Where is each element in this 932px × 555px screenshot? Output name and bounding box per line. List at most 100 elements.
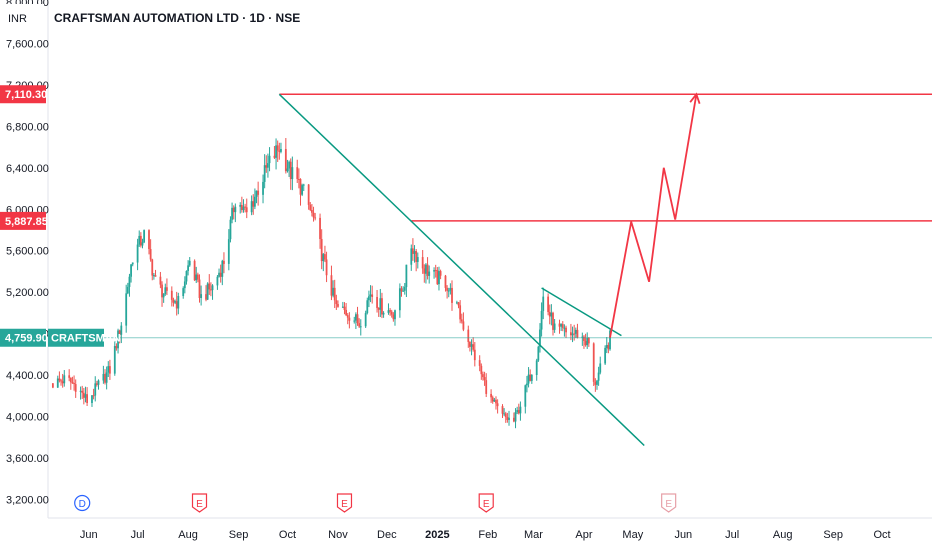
trendline[interactable] bbox=[541, 287, 622, 337]
x-tick-label: Jun bbox=[80, 529, 98, 541]
candle-body bbox=[451, 287, 453, 303]
candle-body bbox=[561, 324, 564, 328]
candle-body bbox=[188, 260, 191, 266]
candle-body bbox=[68, 375, 71, 378]
earnings-icon[interactable] bbox=[191, 493, 208, 513]
candle-body bbox=[322, 254, 325, 262]
candle-body bbox=[513, 417, 515, 422]
earnings-icon[interactable] bbox=[661, 493, 677, 513]
candle-body bbox=[398, 288, 401, 311]
candle-body bbox=[263, 165, 266, 182]
candle-body bbox=[387, 310, 390, 313]
projection-arrowhead bbox=[689, 92, 701, 105]
candle-body bbox=[276, 145, 279, 151]
candle-body bbox=[136, 244, 139, 263]
trendline[interactable] bbox=[278, 93, 645, 447]
candle-body bbox=[368, 296, 370, 301]
candle-body bbox=[359, 326, 362, 328]
x-tick-label: Feb bbox=[478, 529, 497, 541]
earnings-icon[interactable] bbox=[336, 493, 353, 513]
last-price-tag bbox=[0, 328, 46, 347]
candle-body bbox=[257, 190, 260, 195]
candle-body bbox=[128, 276, 131, 287]
candle-body bbox=[262, 181, 264, 195]
candle-body bbox=[242, 206, 245, 211]
y-tick-label: 5,200.00 bbox=[6, 287, 49, 299]
candle-body bbox=[524, 385, 527, 407]
candle-body bbox=[576, 329, 579, 338]
candle-body bbox=[319, 217, 321, 240]
candle-body bbox=[527, 374, 530, 384]
candle-body bbox=[483, 377, 486, 381]
candle-body bbox=[185, 270, 188, 282]
candle-body bbox=[162, 293, 165, 298]
candle-body bbox=[535, 360, 538, 376]
candle-body bbox=[377, 307, 380, 310]
candle-body bbox=[61, 381, 64, 384]
candle-body bbox=[205, 294, 207, 300]
projection-path[interactable] bbox=[609, 94, 698, 338]
candle-body bbox=[81, 390, 84, 393]
symbol-label: CRAFTSMAN bbox=[51, 333, 121, 345]
candle-body bbox=[467, 329, 470, 342]
candle-body bbox=[250, 201, 253, 213]
time-axis-layer[interactable]: Jun Jul Aug Sep Oct Nov Dec 2025 Feb Mar Apr May Jun… bbox=[48, 517, 932, 541]
candle-body bbox=[195, 274, 198, 281]
candle-body bbox=[152, 275, 155, 277]
candle-body bbox=[161, 284, 163, 298]
y-tick-label: 3,600.00 bbox=[6, 453, 49, 465]
candle-body bbox=[231, 207, 233, 220]
candle-body bbox=[581, 336, 584, 338]
candle-body bbox=[609, 330, 611, 350]
candle-body bbox=[69, 377, 72, 383]
candle-body bbox=[120, 325, 123, 335]
candle-body bbox=[565, 327, 567, 333]
candle-body bbox=[278, 150, 281, 152]
candle-body bbox=[508, 417, 510, 420]
candle-body bbox=[346, 315, 349, 318]
candle-body bbox=[84, 394, 87, 398]
drawings-layer[interactable] bbox=[48, 92, 932, 447]
candle-body bbox=[200, 294, 203, 298]
candle-body bbox=[493, 399, 496, 402]
candle-body bbox=[311, 209, 313, 213]
candle-body bbox=[574, 329, 577, 334]
candle-body bbox=[223, 260, 225, 264]
x-tick-label: Oct bbox=[279, 529, 296, 541]
candle-body bbox=[571, 333, 574, 336]
candle-body bbox=[459, 305, 462, 320]
candle-body bbox=[73, 383, 75, 385]
x-tick-label: Sep bbox=[229, 529, 249, 541]
candle-body bbox=[296, 167, 299, 179]
candle-body bbox=[491, 397, 494, 402]
candle-body bbox=[174, 301, 176, 303]
candle-body bbox=[341, 306, 344, 308]
candle-body bbox=[102, 373, 105, 381]
x-tick-label: Sep bbox=[823, 529, 843, 541]
candle-body bbox=[131, 262, 134, 265]
candle-body bbox=[470, 344, 473, 347]
candle-body bbox=[480, 365, 483, 375]
candle-body bbox=[91, 395, 93, 403]
dividend-icon[interactable] bbox=[74, 494, 91, 512]
candle-body bbox=[324, 254, 326, 260]
candle-body bbox=[253, 196, 256, 207]
candle-body bbox=[381, 298, 383, 315]
earnings-icon[interactable] bbox=[478, 493, 494, 513]
candle-body bbox=[335, 300, 338, 305]
candle-body bbox=[506, 417, 509, 420]
candle-body bbox=[218, 272, 220, 277]
candle-body bbox=[607, 345, 610, 350]
y-tick-label: 4,000.00 bbox=[6, 411, 49, 423]
candle-body bbox=[267, 163, 269, 168]
price-axis-layer[interactable]: 8,000.007,600.007,200.006,800.006,400.00… bbox=[0, 0, 49, 518]
candle-body bbox=[597, 372, 600, 381]
candle-body bbox=[299, 179, 302, 195]
candle-body bbox=[462, 321, 465, 330]
candle-body bbox=[229, 219, 232, 240]
candle-body bbox=[56, 378, 59, 388]
candle-body bbox=[389, 310, 391, 312]
